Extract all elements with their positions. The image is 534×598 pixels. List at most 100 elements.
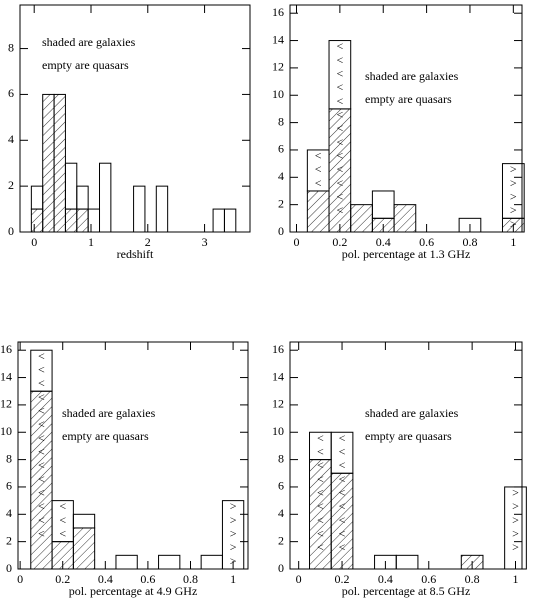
x-tick-label: 0.4 bbox=[376, 235, 391, 249]
limit-symbol: > bbox=[510, 217, 517, 231]
bar bbox=[87, 208, 101, 233]
frame bbox=[289, 4, 523, 233]
y-tick-label: 2 bbox=[278, 533, 284, 547]
limit-symbol: < bbox=[315, 149, 322, 163]
y-tick-label: 10 bbox=[272, 87, 284, 101]
limit-symbol: < bbox=[317, 472, 324, 486]
limit-symbol: < bbox=[317, 445, 324, 459]
limit-symbol: < bbox=[336, 149, 343, 163]
limit-symbol: > bbox=[510, 190, 517, 204]
limit-symbol: > bbox=[512, 499, 519, 513]
limit-symbol: < bbox=[317, 527, 324, 541]
limit-symbol: < bbox=[336, 53, 343, 67]
bar bbox=[212, 208, 225, 233]
limit-symbol: > bbox=[230, 540, 237, 554]
limit-symbol: > bbox=[230, 527, 237, 541]
limit-symbol: < bbox=[336, 190, 343, 204]
limit-symbol: < bbox=[38, 349, 45, 363]
limit-symbol: < bbox=[38, 403, 45, 417]
limit-symbol: < bbox=[315, 176, 322, 190]
y-tick-label: 4 bbox=[6, 506, 12, 520]
annotation: empty are quasars bbox=[365, 429, 452, 443]
bar bbox=[30, 349, 53, 392]
y-tick-label: 4 bbox=[278, 506, 284, 520]
y-tick-label: 6 bbox=[278, 479, 284, 493]
y-tick-label: 6 bbox=[6, 479, 12, 493]
annotation: shaded are galaxies bbox=[42, 35, 136, 49]
y-tick-label: 6 bbox=[278, 142, 284, 156]
bar bbox=[155, 185, 169, 233]
bar bbox=[72, 513, 96, 529]
limit-symbol: < bbox=[317, 486, 324, 500]
limit-symbol: < bbox=[339, 540, 346, 554]
limit-symbol: < bbox=[59, 527, 66, 541]
bar bbox=[53, 93, 66, 233]
annotation: shaded are galaxies bbox=[365, 69, 459, 83]
y-tick-label: 8 bbox=[278, 451, 284, 465]
y-tick-label: 0 bbox=[278, 561, 284, 575]
x-tick-label: 0 bbox=[17, 572, 23, 586]
annotation: shaded are galaxies bbox=[62, 406, 156, 420]
y-tick-label: 2 bbox=[278, 196, 284, 210]
bar bbox=[330, 431, 354, 474]
annotation: empty are quasars bbox=[365, 92, 452, 106]
x-tick-label: 0.2 bbox=[332, 235, 347, 249]
limit-symbol: > bbox=[512, 513, 519, 527]
limit-symbol: < bbox=[339, 499, 346, 513]
limit-symbol: < bbox=[339, 458, 346, 472]
y-tick-label: 12 bbox=[0, 397, 12, 411]
limit-symbol: < bbox=[38, 472, 45, 486]
bar bbox=[393, 204, 417, 233]
x-axis-label: pol. percentage at 8.5 GHz bbox=[342, 584, 471, 598]
x-axis-label: pol. percentage at 4.9 GHz bbox=[69, 584, 198, 598]
x-tick-label: 0.6 bbox=[421, 572, 436, 586]
bar bbox=[64, 162, 78, 210]
bar bbox=[42, 93, 55, 233]
limit-symbol: < bbox=[339, 527, 346, 541]
y-tick-label: 6 bbox=[8, 86, 14, 100]
x-tick-label: 0.8 bbox=[462, 235, 477, 249]
y-tick-label: 16 bbox=[0, 342, 12, 356]
y-tick-label: 16 bbox=[272, 342, 284, 356]
bar bbox=[328, 40, 352, 110]
limit-symbol: < bbox=[38, 390, 45, 404]
limit-symbol: > bbox=[512, 486, 519, 500]
y-tick-label: 0 bbox=[278, 224, 284, 238]
bar bbox=[76, 185, 89, 210]
limit-symbol: > bbox=[230, 513, 237, 527]
bar bbox=[72, 527, 96, 570]
bar bbox=[158, 554, 181, 570]
bar bbox=[501, 163, 525, 219]
limit-symbol: > bbox=[230, 554, 237, 568]
y-tick-label: 8 bbox=[6, 451, 12, 465]
x-tick-label: 0 bbox=[296, 572, 302, 586]
bar bbox=[76, 208, 89, 233]
limit-symbol: < bbox=[336, 135, 343, 149]
y-tick-label: 0 bbox=[6, 561, 12, 575]
limit-symbol: < bbox=[38, 445, 45, 459]
limit-symbol: < bbox=[59, 513, 66, 527]
limit-symbol: < bbox=[317, 458, 324, 472]
y-tick-label: 2 bbox=[8, 178, 14, 192]
bar bbox=[64, 208, 78, 233]
limit-symbol: < bbox=[336, 80, 343, 94]
limit-symbol: > bbox=[510, 162, 517, 176]
x-tick-label: 1 bbox=[510, 235, 516, 249]
frame bbox=[17, 341, 249, 570]
frame bbox=[289, 341, 523, 570]
y-tick-label: 14 bbox=[272, 369, 284, 383]
x-tick-label: 3 bbox=[202, 235, 208, 249]
y-tick-label: 4 bbox=[8, 132, 14, 146]
limit-symbol: > bbox=[230, 499, 237, 513]
x-tick-label: 2 bbox=[145, 235, 151, 249]
limit-symbol: < bbox=[38, 513, 45, 527]
x-tick-label: 0.4 bbox=[378, 572, 393, 586]
limit-symbol: < bbox=[339, 472, 346, 486]
limit-symbol: < bbox=[38, 362, 45, 376]
bar bbox=[133, 185, 146, 233]
limit-symbol: < bbox=[317, 513, 324, 527]
limit-symbol: < bbox=[315, 162, 322, 176]
x-tick-label: 0 bbox=[31, 235, 37, 249]
limit-symbol: > bbox=[512, 540, 519, 554]
y-tick-label: 12 bbox=[272, 397, 284, 411]
